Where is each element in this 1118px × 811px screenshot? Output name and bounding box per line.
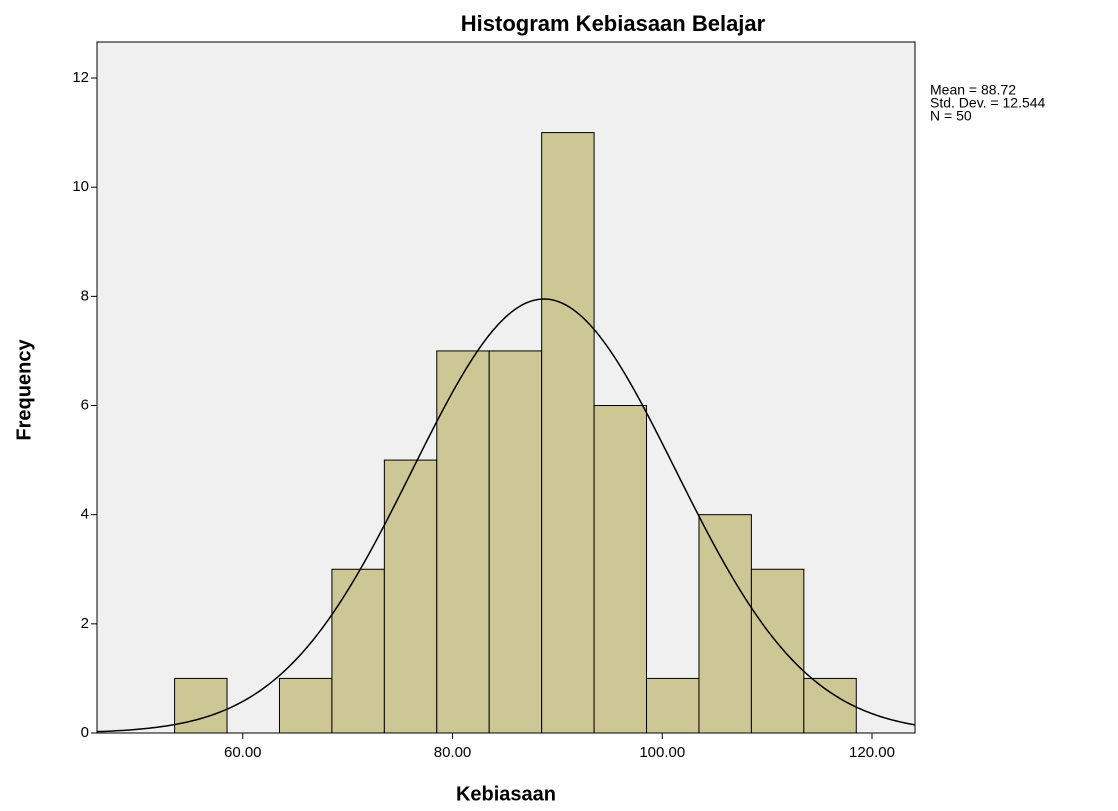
bar — [699, 515, 751, 733]
page: Histogram Kebiasaan Belajar Kebiasaan Fr… — [0, 0, 1118, 811]
chart: Histogram Kebiasaan Belajar Kebiasaan Fr… — [0, 0, 1118, 811]
stats-text: N = 50 — [930, 108, 972, 124]
bar — [647, 678, 699, 733]
bar — [175, 678, 227, 733]
y-tick-label: 2 — [81, 615, 89, 632]
bar — [279, 678, 331, 733]
bar — [594, 406, 646, 733]
chart-title: Histogram Kebiasaan Belajar — [461, 11, 766, 36]
y-tick-label: 12 — [72, 69, 89, 86]
bar — [542, 133, 594, 733]
x-tick-label: 120.00 — [849, 744, 895, 761]
y-tick-label: 10 — [72, 178, 89, 195]
y-tick-label: 4 — [81, 506, 89, 523]
bar — [332, 569, 384, 733]
y-axis-label: Frequency — [13, 339, 35, 441]
x-axis-label: Kebiasaan — [456, 783, 556, 805]
x-tick-label: 60.00 — [224, 744, 262, 761]
y-tick-label: 0 — [81, 724, 89, 741]
y-tick-label: 8 — [81, 287, 89, 304]
bar — [489, 351, 541, 733]
x-tick-label: 80.00 — [434, 744, 472, 761]
x-tick-label: 100.00 — [639, 744, 685, 761]
y-tick-label: 6 — [81, 396, 89, 413]
bar — [751, 569, 803, 733]
bar — [384, 460, 436, 733]
bar — [804, 678, 856, 733]
